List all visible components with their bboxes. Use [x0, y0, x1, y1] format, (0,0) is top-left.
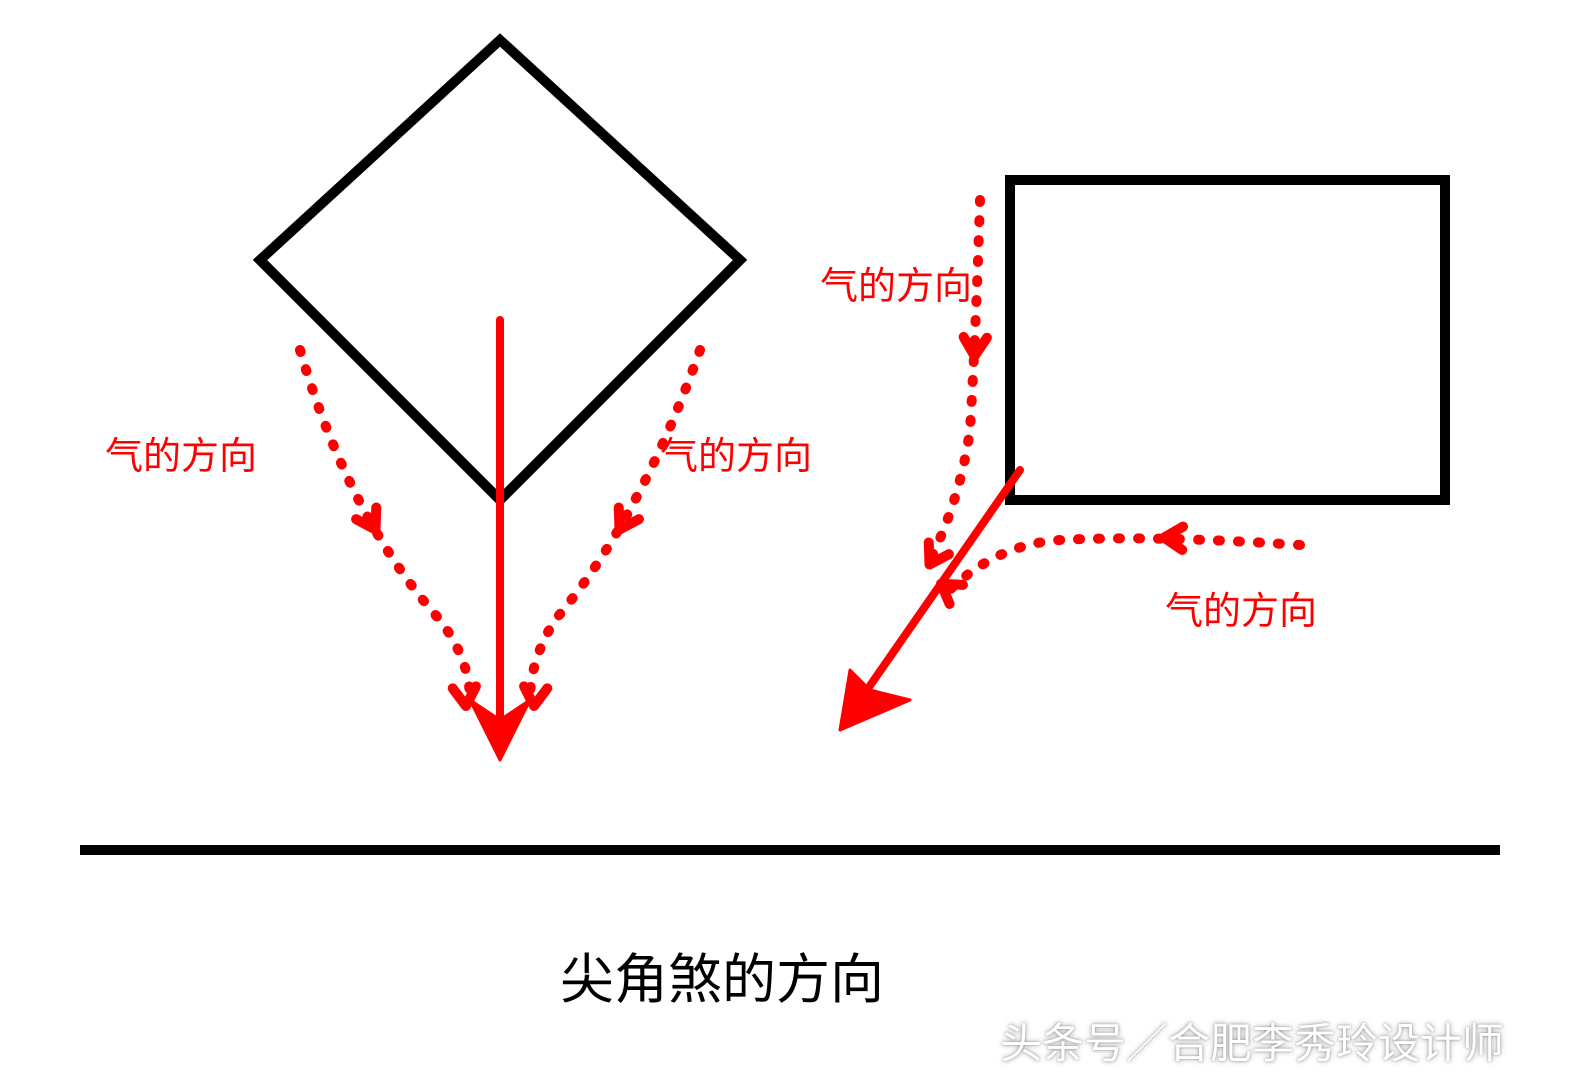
flow-diamond-left-path	[300, 350, 470, 700]
rectangle-shape	[1010, 180, 1445, 500]
flow-diamond-right-chevron-end	[524, 686, 547, 706]
flow-label-diamond-right: 气的方向	[660, 425, 812, 480]
flow-rect-bottom-chevron-end	[941, 584, 963, 604]
diagram-title: 尖角煞的方向	[560, 935, 884, 1014]
flow-rect-top-chevron-end	[929, 543, 949, 565]
flow-diamond-left-chevron-end	[453, 686, 476, 706]
diagram-canvas	[0, 0, 1572, 1080]
flow-label-rect-top: 气的方向	[820, 255, 972, 310]
flow-rect-top-path	[930, 200, 980, 560]
flow-label-diamond-left: 气的方向	[105, 425, 257, 480]
watermark-text: 头条号／合肥李秀玲设计师	[1000, 1010, 1504, 1071]
flow-label-rect-bottom: 气的方向	[1165, 580, 1317, 635]
